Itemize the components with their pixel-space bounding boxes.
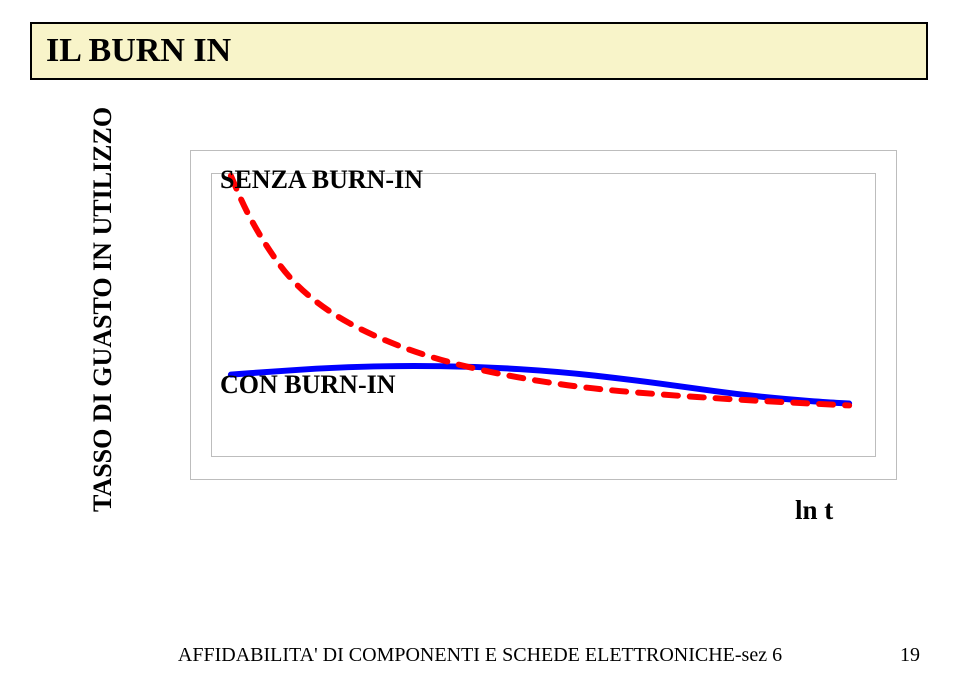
chart-svg <box>191 151 896 479</box>
con-label: CON BURN-IN <box>220 370 396 400</box>
footer-text: AFFIDABILITA' DI COMPONENTI E SCHEDE ELE… <box>0 644 960 667</box>
page-number: 19 <box>900 644 920 667</box>
senza-label: SENZA BURN-IN <box>220 165 423 195</box>
plot-area <box>190 150 897 480</box>
page-title: IL BURN IN <box>46 32 231 70</box>
title-box: IL BURN IN <box>30 22 928 80</box>
x-axis-label: ln t <box>795 495 833 526</box>
y-axis-label: TASSO DI GUASTO IN UTILIZZO <box>88 152 128 512</box>
